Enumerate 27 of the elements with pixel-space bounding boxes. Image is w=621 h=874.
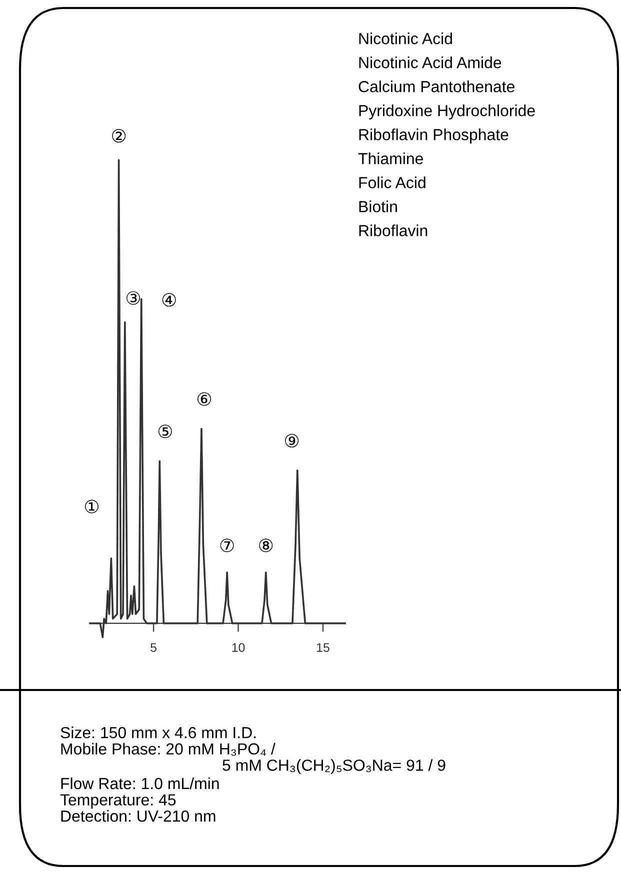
annotation: ② [112,129,126,143]
text: Nicotinic Acid Amide [359,56,502,68]
text: Riboflavin [359,224,428,236]
annotation: ⑧ [259,538,273,552]
text: Folic Acid [359,176,426,188]
text: Nicotinic Acid [359,32,452,44]
annotation: ⑤ [158,424,172,438]
text: 5 mM CH₃(CH₂)₅SO₃Na= 91 / 9 [222,759,446,774]
annotation: ④ [162,293,176,307]
annotation: ① [84,500,98,514]
x-tick-label: 15 [316,643,330,652]
text: Riboflavin Phosphate [359,128,508,144]
annotation: ⑦ [220,538,234,552]
text: Detection: UV-210 nm [61,810,216,822]
text: Pyridoxine Hydrochloride [359,104,535,120]
text: Thiamine [358,152,423,164]
annotation: ③ [126,291,140,305]
annotation: ⑨ [285,434,299,448]
x-tick-label: 10 [232,643,245,652]
text: Mobile Phase: 20 mM H₃PO₄ / [61,742,276,756]
text: Size: 150 mm x 4.6 mm I.D. [60,726,256,738]
x-tick-label: 5 [150,643,156,652]
annotation: ⑥ [198,392,212,406]
text: Biotin [359,200,397,212]
text: Calcium Pantothenate [358,80,514,92]
text: Flow Rate: 1.0 mL/min [61,777,219,790]
text: Temperature: 45 [60,794,176,809]
